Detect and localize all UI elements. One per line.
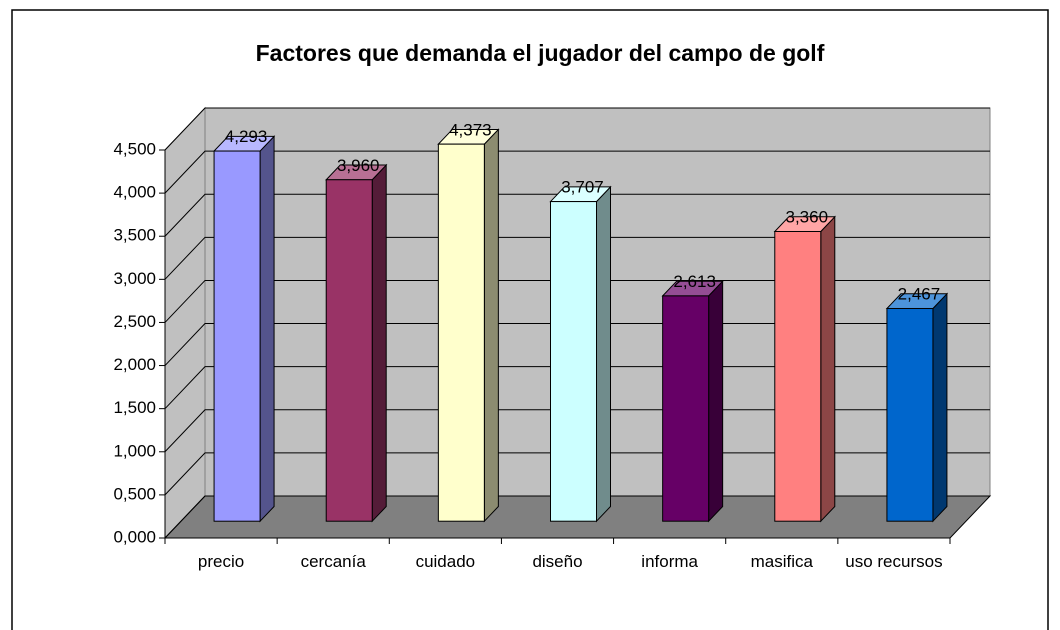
x-label-box: cuidado [415, 552, 476, 571]
grid-line [164, 150, 990, 194]
y-tick-label: 3,500 [113, 226, 156, 245]
bar [885, 292, 949, 523]
bar-front [550, 201, 597, 522]
x-tick-label: uso recursos [845, 552, 943, 571]
grid-line [164, 452, 990, 496]
data-label: 3,360 [786, 208, 829, 227]
x-tick-label: cuidado [415, 552, 476, 571]
bar-front [662, 295, 710, 522]
bar-side [371, 163, 387, 523]
y-tick-label: 4,500 [113, 139, 156, 158]
bar-side [596, 185, 611, 523]
bar-side [820, 215, 836, 523]
grid-line [164, 193, 990, 237]
grid-line [164, 409, 990, 453]
bar-side [932, 292, 948, 523]
bar-front [325, 179, 373, 522]
grid-line [164, 366, 990, 410]
grid-line [164, 236, 990, 280]
bar [437, 128, 500, 523]
x-label-box: diseño [532, 552, 583, 571]
bar-side [483, 128, 499, 523]
x-label-box: uso recursos [845, 552, 943, 571]
bar-side [708, 279, 724, 523]
x-tick-label: masifica [750, 552, 813, 571]
data-label: 3,960 [337, 156, 380, 175]
y-tick-label: 0,500 [113, 484, 156, 503]
data-label: 2,613 [673, 272, 716, 291]
data-label: 4,373 [449, 120, 492, 139]
bar [325, 163, 388, 523]
x-tick-label: diseño [532, 552, 583, 571]
grid-line [164, 279, 990, 323]
x-label-box: cercanía [300, 552, 366, 571]
y-tick-label: 4,000 [113, 183, 156, 202]
data-label: 3,707 [561, 178, 604, 197]
grid-line [164, 107, 990, 151]
y-tick-label: 0,000 [113, 527, 156, 546]
x-tick-label: informa [641, 552, 698, 571]
y-tick-label: 1,500 [113, 398, 156, 417]
grid-line [164, 495, 990, 539]
grid-line [164, 323, 990, 366]
chart-title: Factores que demanda el jugador del camp… [256, 40, 825, 66]
data-label: 4,293 [225, 127, 268, 146]
bar-front [886, 307, 934, 522]
x-label-box: informa [641, 552, 698, 571]
x-label-box: masifica [750, 552, 813, 571]
bar-front [437, 143, 485, 522]
bar-front [213, 150, 261, 522]
y-tick-label: 3,000 [113, 269, 156, 288]
bar [661, 279, 724, 523]
y-tick-label: 2,500 [113, 312, 156, 331]
bar [773, 215, 836, 523]
bar-front [774, 230, 822, 522]
bar [549, 185, 612, 523]
y-tick-label: 1,000 [113, 441, 156, 460]
x-tick-label: precio [197, 552, 245, 571]
x-tick-label: cercanía [300, 552, 366, 571]
y-tick-label: 2,000 [113, 355, 156, 374]
data-label: 2,467 [898, 285, 941, 304]
x-label-box: precio [197, 552, 245, 571]
bar-side [259, 135, 275, 523]
bar [212, 135, 276, 523]
